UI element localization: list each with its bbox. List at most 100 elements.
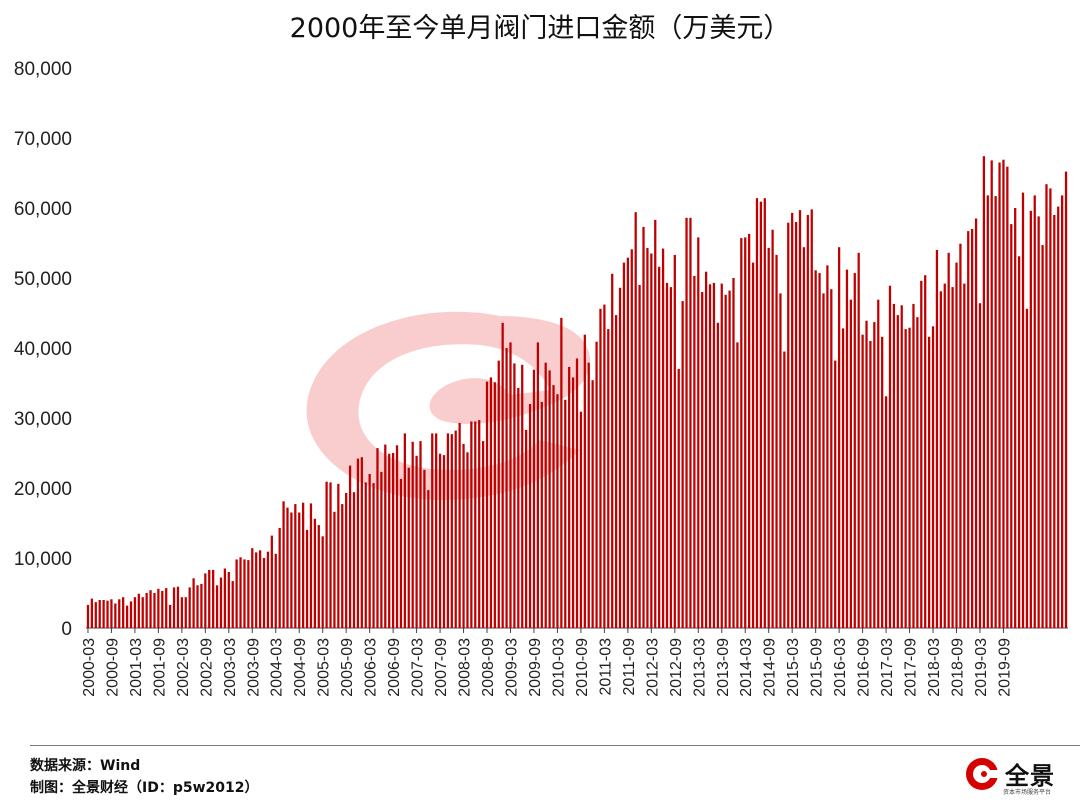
bar — [466, 452, 469, 628]
bar — [818, 273, 821, 628]
bar — [219, 577, 223, 628]
bar — [701, 292, 704, 628]
bar — [227, 572, 230, 628]
bar — [509, 342, 512, 628]
bar — [376, 448, 379, 628]
bar — [321, 536, 324, 628]
x-tick-label: 2001-03 — [128, 638, 145, 697]
x-tick-label: 2006-03 — [363, 638, 380, 697]
bar — [779, 293, 782, 628]
bar — [881, 336, 884, 628]
bar — [704, 271, 708, 628]
x-tick-label: 2000-09 — [104, 638, 121, 697]
bar — [767, 247, 770, 628]
bar — [380, 471, 383, 628]
bar — [251, 548, 254, 628]
bar — [419, 441, 422, 628]
bar — [896, 315, 899, 628]
bar — [102, 600, 105, 628]
bar — [235, 559, 238, 628]
bar — [114, 603, 117, 628]
bar — [536, 342, 540, 628]
bar — [395, 445, 399, 628]
bar — [618, 287, 622, 628]
bar — [118, 599, 121, 628]
bar — [912, 303, 915, 628]
bar — [313, 518, 317, 628]
bar — [798, 210, 802, 628]
bar — [646, 247, 649, 628]
bar — [231, 581, 234, 628]
bar — [247, 560, 250, 628]
bar — [157, 588, 160, 628]
bar — [141, 597, 144, 628]
bar — [94, 602, 97, 628]
bar — [176, 586, 180, 628]
bar — [630, 249, 633, 629]
bar — [775, 254, 778, 628]
bar — [184, 597, 187, 628]
bar — [348, 465, 352, 628]
bar — [834, 360, 837, 628]
bar — [892, 303, 896, 628]
bar — [1045, 184, 1048, 628]
bar — [857, 252, 860, 629]
x-tick-label: 2010-09 — [574, 638, 591, 697]
bar — [736, 342, 739, 628]
bar — [802, 247, 806, 628]
bar — [587, 362, 590, 628]
brand-logo-text: 全景 — [1005, 762, 1055, 790]
bar — [716, 322, 719, 628]
bar — [513, 363, 516, 628]
x-tick-label: 2003-03 — [222, 638, 239, 697]
bar — [333, 511, 336, 628]
bar — [345, 492, 348, 628]
bar — [423, 469, 426, 628]
x-tick-label: 2013-09 — [715, 638, 732, 697]
bar — [474, 421, 477, 628]
bar — [168, 604, 172, 628]
bar — [924, 275, 927, 628]
bar — [763, 198, 766, 628]
bar — [462, 443, 465, 628]
bar — [685, 217, 688, 629]
x-tick-label: 2006-09 — [386, 638, 403, 697]
x-tick-label: 2009-03 — [503, 638, 520, 697]
bar — [755, 198, 759, 628]
brand-logo-subtext: 资本市场服务平台 — [1003, 789, 1052, 796]
bar — [1064, 171, 1068, 628]
x-tick-label: 2010-03 — [550, 638, 567, 697]
bar — [751, 262, 755, 628]
bar — [622, 262, 626, 628]
bar — [1017, 256, 1021, 628]
x-tick-label: 2007-09 — [433, 638, 450, 697]
y-tick-label: 0 — [61, 619, 72, 640]
bar — [579, 411, 583, 628]
bar — [172, 587, 176, 628]
bar — [720, 283, 723, 628]
bar — [1041, 245, 1044, 628]
bar — [145, 593, 148, 628]
x-tick-label: 2017-09 — [903, 638, 920, 697]
x-tick-label: 2018-09 — [949, 638, 966, 697]
bar — [560, 317, 563, 628]
bar — [438, 453, 442, 628]
bar — [986, 195, 989, 628]
bar — [106, 600, 109, 628]
bar — [978, 303, 982, 628]
bar — [329, 482, 332, 628]
bar — [196, 585, 199, 628]
bar — [822, 293, 825, 628]
bar — [532, 369, 536, 628]
brand-logo-icon — [966, 758, 1000, 790]
x-tick-label: 2000-03 — [81, 638, 98, 697]
y-tick-label: 10,000 — [14, 549, 72, 570]
bar — [407, 467, 410, 628]
bar — [399, 478, 403, 628]
bar — [611, 273, 614, 628]
bar — [165, 588, 168, 628]
x-tick-label: 2001-09 — [151, 638, 168, 697]
bar — [98, 600, 101, 628]
bar — [638, 285, 641, 628]
bar — [309, 503, 313, 628]
